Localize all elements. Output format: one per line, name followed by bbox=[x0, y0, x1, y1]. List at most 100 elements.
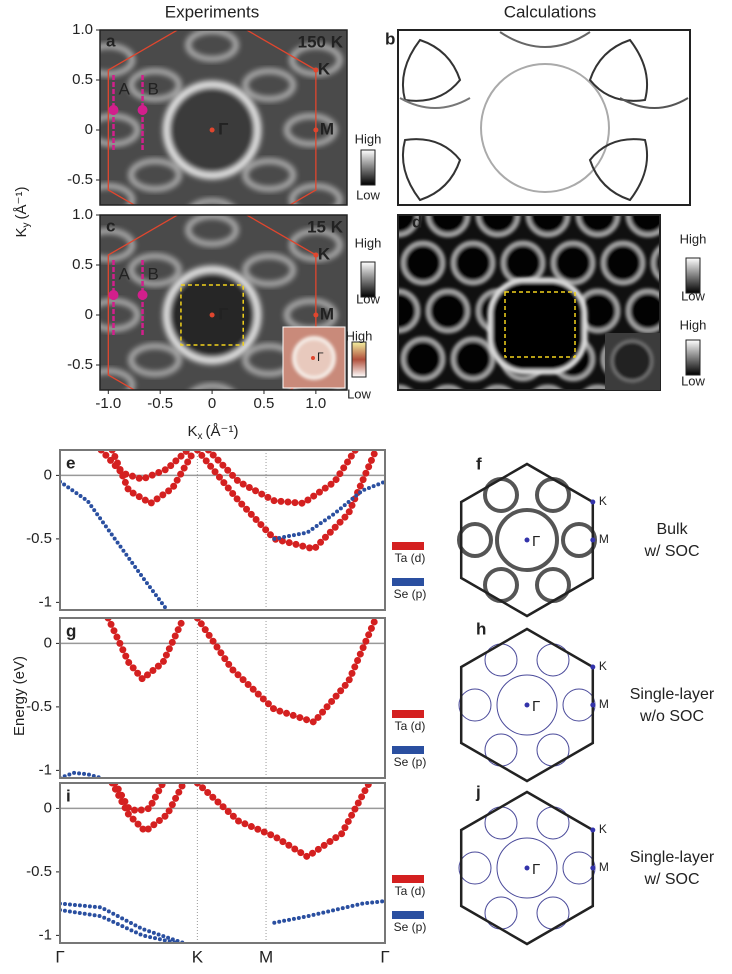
intensity bbox=[550, 240, 596, 286]
y-tick-label: 0.5 bbox=[72, 71, 93, 88]
fermi-contour bbox=[484, 806, 518, 840]
legend-label: Se (p) bbox=[394, 920, 427, 934]
point-label: Γ bbox=[218, 119, 228, 138]
point bbox=[590, 702, 596, 708]
point-label: K bbox=[599, 659, 607, 673]
frame bbox=[99, 214, 348, 391]
intensity bbox=[703, 339, 732, 379]
x-tick-label: M bbox=[259, 947, 273, 966]
intensity bbox=[425, 288, 471, 334]
colorbar-high: High bbox=[355, 235, 382, 250]
point-label: K bbox=[599, 822, 607, 836]
intensity bbox=[703, 243, 732, 283]
intensity bbox=[525, 215, 571, 238]
panel-label: e bbox=[66, 453, 75, 472]
panel-label: f bbox=[476, 454, 482, 473]
bz-boundary bbox=[107, 30, 317, 205]
fermi-contour bbox=[458, 688, 492, 722]
band-panels: 0-0.5-1Ta (d)Se (p)e0-0.5-1Ta (d)Se (p)g… bbox=[26, 449, 427, 966]
band bbox=[60, 908, 179, 943]
intensity bbox=[475, 215, 521, 238]
fermi-contour bbox=[562, 851, 596, 885]
panel-label: h bbox=[476, 619, 486, 638]
fermi-contour bbox=[536, 806, 570, 840]
legend-label: Ta (d) bbox=[395, 551, 426, 565]
colorbar bbox=[351, 341, 367, 378]
y-tick-label: -0.5 bbox=[26, 698, 52, 715]
intensity bbox=[678, 387, 718, 427]
legend-label: Ta (d) bbox=[395, 719, 426, 733]
intensity bbox=[128, 343, 182, 377]
x-axis-label: Kx (Å⁻¹) bbox=[188, 423, 239, 442]
fermi-contour bbox=[483, 567, 519, 604]
roi-box bbox=[180, 284, 244, 346]
intensity bbox=[398, 288, 421, 334]
intensity bbox=[128, 158, 182, 192]
colorbar-low: Low bbox=[356, 187, 380, 202]
y-tick-label: 0.5 bbox=[72, 256, 93, 273]
y-tick-label: -0.5 bbox=[26, 530, 52, 547]
intensity bbox=[242, 253, 296, 287]
frame bbox=[397, 214, 661, 391]
y-tick-label: 0 bbox=[44, 466, 52, 483]
point bbox=[313, 67, 319, 73]
colorbar bbox=[360, 149, 376, 186]
fermi-contour bbox=[535, 476, 571, 513]
intensity bbox=[185, 30, 239, 62]
intensity bbox=[433, 384, 463, 390]
intensity bbox=[100, 113, 140, 147]
frame bbox=[99, 29, 348, 206]
caption: w/ SOC bbox=[643, 871, 699, 888]
band bbox=[272, 899, 385, 925]
panel-label: a bbox=[106, 31, 116, 50]
point bbox=[311, 356, 315, 360]
band bbox=[204, 450, 359, 507]
point-label: M bbox=[599, 532, 609, 546]
y-axis-label: Ky (Å⁻¹) bbox=[13, 187, 32, 238]
intensity bbox=[190, 383, 234, 390]
x-tick-label: K bbox=[192, 947, 204, 966]
panel-label: i bbox=[66, 786, 71, 805]
legend-swatch bbox=[392, 746, 424, 754]
y-axis-label: Energy (eV) bbox=[11, 656, 28, 736]
point bbox=[209, 312, 215, 318]
point bbox=[590, 537, 596, 543]
x-tick-label: -0.5 bbox=[147, 395, 173, 412]
frame bbox=[59, 449, 386, 611]
point bbox=[313, 252, 319, 258]
intensity bbox=[650, 244, 660, 282]
label-part: (Å⁻¹) bbox=[13, 187, 30, 220]
colorbar-high: High bbox=[346, 328, 373, 343]
colorbar bbox=[685, 339, 701, 376]
fermi-contour bbox=[496, 674, 558, 736]
cut-point bbox=[108, 105, 119, 115]
fermi-contour bbox=[535, 567, 571, 604]
intensity bbox=[398, 215, 421, 238]
frame bbox=[59, 782, 386, 944]
legend-swatch bbox=[392, 578, 424, 586]
point bbox=[590, 664, 596, 670]
fermi-contour bbox=[457, 522, 493, 558]
label-part: y bbox=[21, 222, 32, 227]
y-tick-label: 0 bbox=[44, 634, 52, 651]
point-label: M bbox=[599, 697, 609, 711]
y-tick-label: -0.5 bbox=[67, 356, 93, 373]
temperature: 15 K bbox=[307, 217, 344, 236]
y-tick-label: 1.0 bbox=[72, 206, 93, 223]
colorbar-low: Low bbox=[347, 386, 371, 401]
intensity bbox=[284, 113, 338, 147]
inset-ring bbox=[610, 339, 654, 383]
intensity bbox=[128, 68, 182, 102]
y-tick-label: 0 bbox=[85, 121, 93, 138]
cut-label: A bbox=[118, 264, 130, 283]
intensity bbox=[703, 147, 732, 187]
band bbox=[60, 901, 186, 943]
colorbar bbox=[360, 261, 376, 298]
point bbox=[590, 499, 596, 505]
intensity bbox=[400, 336, 446, 382]
point-label: Γ bbox=[317, 350, 324, 364]
point-label: Γ bbox=[218, 304, 228, 323]
roi-box bbox=[504, 291, 576, 358]
band-panel bbox=[60, 783, 385, 943]
